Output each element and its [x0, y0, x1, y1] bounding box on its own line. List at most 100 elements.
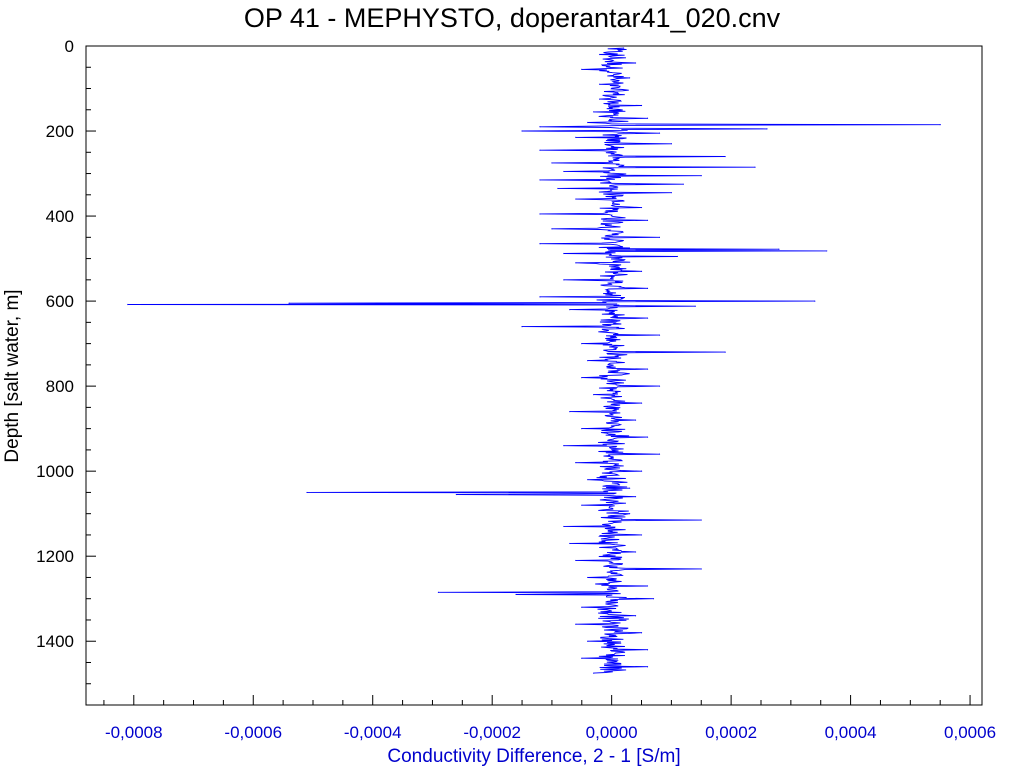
x-tick-label: 0,0006: [944, 723, 996, 742]
x-axis-label: Conductivity Difference, 2 - 1 [S/m]: [387, 746, 680, 767]
data-point: [437, 591, 440, 593]
data-point: [724, 351, 726, 353]
data-point: [551, 162, 553, 164]
data-point: [658, 453, 661, 455]
data-point: [700, 519, 702, 521]
y-tick-label: 0: [65, 37, 74, 56]
data-point: [599, 98, 601, 100]
data-point: [670, 143, 672, 145]
data-point: [682, 183, 684, 185]
data-point: [826, 250, 828, 252]
data-point: [939, 124, 941, 126]
data-point: [599, 83, 601, 85]
data-point: [652, 598, 655, 600]
data-point: [455, 493, 457, 496]
data-point: [658, 385, 661, 387]
y-tick-label: 600: [46, 292, 74, 311]
data-point: [539, 296, 541, 298]
data-point: [127, 303, 129, 306]
data-point: [581, 504, 583, 506]
data-point: [587, 640, 589, 642]
data-point: [569, 411, 571, 413]
data-point: [575, 462, 577, 464]
data-point: [766, 128, 768, 130]
data-point: [628, 487, 631, 489]
data-point: [569, 309, 571, 311]
x-tick-label: 0,0000: [586, 723, 638, 742]
data-point: [640, 470, 643, 472]
data-point: [694, 305, 696, 307]
data-point: [658, 132, 661, 134]
data-point: [658, 236, 661, 238]
y-axis-label: Depth [salt water, m]: [2, 289, 23, 462]
data-point: [646, 585, 649, 587]
data-point: [306, 491, 308, 494]
y-tick-label: 200: [46, 122, 74, 141]
data-point: [581, 377, 583, 379]
data-point: [754, 166, 756, 168]
data-point: [670, 192, 672, 194]
data-point: [575, 198, 577, 200]
data-point: [646, 287, 649, 289]
data-point: [724, 155, 726, 158]
data-point: [634, 496, 637, 498]
data-point: [646, 317, 649, 319]
data-point: [557, 187, 559, 190]
y-tick-label: 1200: [36, 547, 74, 566]
data-point: [700, 568, 702, 570]
data-point: [640, 270, 643, 272]
x-tick-label: 0,0002: [705, 723, 757, 742]
data-point: [628, 513, 631, 515]
data-point: [569, 542, 571, 545]
data-point: [640, 402, 643, 404]
data-point: [575, 559, 577, 562]
x-axis: -0,0008 -0,0006 -0,0004 -0,0002 0,0000 0,0002…: [103, 695, 996, 742]
data-point: [658, 334, 661, 336]
y-tick-label: 1000: [36, 462, 74, 481]
data-point: [581, 606, 583, 608]
data-point: [814, 300, 816, 302]
data-point: [563, 170, 565, 173]
data-point: [593, 394, 595, 396]
data-point: [634, 551, 637, 553]
x-tick-label: -0,0002: [463, 723, 521, 742]
data-point: [623, 47, 625, 49]
x-tick-label: -0,0008: [105, 723, 163, 742]
data-point: [593, 111, 595, 113]
data-point: [288, 302, 290, 304]
data-point: [778, 248, 780, 250]
data-point: [634, 62, 637, 64]
y-tick-label: 1400: [36, 632, 74, 651]
data-point: [563, 445, 565, 447]
conductivity-difference-line: [127, 47, 941, 674]
data-point: [593, 672, 595, 674]
data-point: [563, 252, 565, 255]
data-point: [575, 623, 577, 625]
data-point: [581, 343, 583, 345]
y-tick-label: 800: [46, 377, 74, 396]
data-point: [521, 130, 523, 132]
data-point: [640, 534, 643, 536]
data-point: [587, 121, 589, 124]
data-point: [539, 126, 541, 128]
data-point: [563, 525, 565, 528]
chart-title: OP 41 - MEPHYSTO, doperantar41_020.cnv: [244, 3, 781, 33]
data-point: [646, 666, 649, 668]
data-point: [539, 179, 541, 181]
data-point: [640, 206, 643, 209]
data-point: [539, 213, 541, 215]
data-point: [587, 360, 589, 362]
data-point: [628, 77, 631, 79]
data-point: [551, 228, 553, 230]
data-point: [634, 615, 637, 617]
data-point: [599, 53, 601, 56]
plot-area: [85, 45, 983, 706]
data-point: [646, 219, 649, 221]
x-tick-label: 0,0004: [825, 723, 877, 742]
series-layer: [127, 47, 941, 674]
data-point: [581, 68, 583, 70]
data-point: [617, 92, 619, 94]
data-point: [515, 593, 517, 596]
data-point: [640, 632, 643, 634]
